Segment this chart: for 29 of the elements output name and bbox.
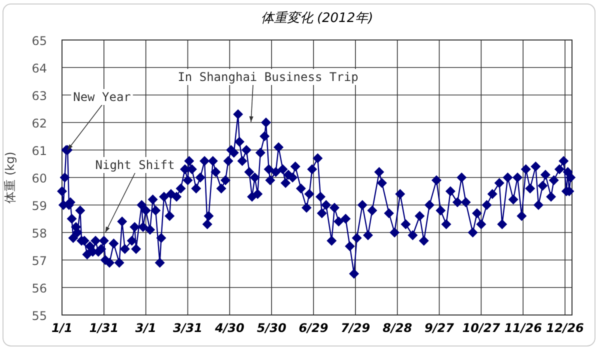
x-tick-label: 11/26 xyxy=(504,321,542,335)
x-tick-label: 4/30 xyxy=(214,321,244,335)
y-tick-label: 60 xyxy=(32,172,47,186)
chart-title: 体重変化 (2012年) xyxy=(260,10,374,26)
x-tick-label: 1/31 xyxy=(89,321,119,335)
x-tick-label: 3/1 xyxy=(135,321,156,335)
y-tick-label: 65 xyxy=(32,34,47,48)
y-tick-label: 59 xyxy=(32,199,47,213)
y-tick-label: 56 xyxy=(32,282,47,296)
y-tick-label: 64 xyxy=(32,62,47,76)
x-tick-label: 3/31 xyxy=(173,321,202,335)
y-axis-title: 体重 (kg) xyxy=(3,152,17,204)
annotation: In Shanghai Business Trip xyxy=(178,70,358,84)
x-tick-label: 6/29 xyxy=(298,321,328,335)
x-tick-label: 10/27 xyxy=(462,321,501,335)
y-tick-label: 55 xyxy=(32,309,47,323)
annotation: New Year xyxy=(73,90,131,104)
x-tick-label: 1/1 xyxy=(51,321,73,335)
y-tick-label: 58 xyxy=(32,226,47,240)
x-tick-label: 9/27 xyxy=(424,321,455,335)
x-tick-label: 7/29 xyxy=(340,321,370,335)
y-tick-label: 62 xyxy=(32,116,47,130)
x-tick-label: 8/28 xyxy=(382,321,412,335)
y-tick-label: 57 xyxy=(32,254,47,268)
x-tick-label: 5/30 xyxy=(256,321,286,335)
y-tick-label: 63 xyxy=(32,89,47,103)
y-tick-label: 61 xyxy=(32,144,47,158)
x-tick-label: 12/26 xyxy=(546,321,584,335)
annotation: Night Shift xyxy=(95,158,175,172)
